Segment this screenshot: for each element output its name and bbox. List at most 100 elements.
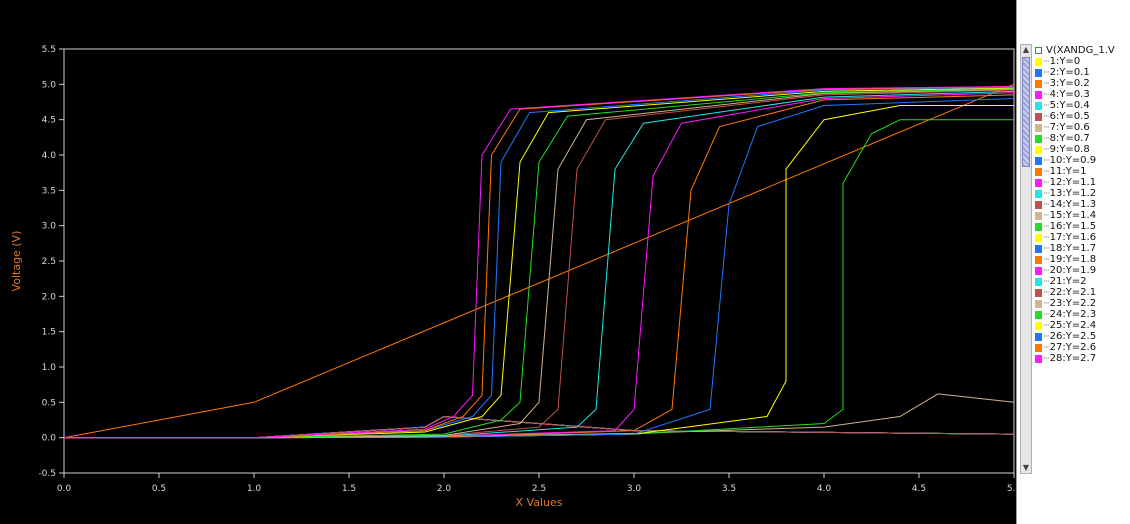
scroll-thumb[interactable] [1022,57,1030,167]
tree-connector: ··· [1043,210,1050,221]
legend-swatch [1035,90,1042,99]
legend-item[interactable]: ··· 6:Y=0.5 [1034,111,1130,122]
legend-item[interactable]: ··· 23:Y=2.2 [1034,298,1130,309]
x-tick-label: 1.5 [342,484,356,494]
legend-swatch [1035,123,1042,132]
x-tick-label: 3.0 [627,484,642,494]
legend-label: 6:Y=0.5 [1049,111,1090,122]
legend-label: 7:Y=0.6 [1049,122,1090,133]
legend-swatch [1035,189,1042,198]
legend-item[interactable]: ··· 27:Y=2.6 [1034,342,1130,353]
legend-item[interactable]: ··· 17:Y=1.6 [1034,232,1130,243]
series-line-20 [64,92,1015,439]
tree-connector: ··· [1043,342,1050,353]
legend-item[interactable]: ··· 19:Y=1.8 [1034,254,1130,265]
tree-connector: ··· [1043,353,1050,364]
legend-item[interactable]: ··· 20:Y=1.9 [1034,265,1130,276]
legend-item[interactable]: ··· 21:Y=2 [1034,276,1130,287]
legend-label: 24:Y=2.3 [1049,309,1097,320]
legend-item[interactable]: ··· 18:Y=1.7 [1034,243,1130,254]
legend-swatch [1035,145,1042,154]
scroll-up-icon[interactable]: ▲ [1022,45,1030,54]
legend-label: 15:Y=1.4 [1049,210,1097,221]
series-line-11 [63,83,1015,439]
series-line-18 [64,98,1015,439]
legend-item[interactable]: ··· 14:Y=1.3 [1034,199,1130,210]
legend-item[interactable]: ··· 13:Y=1.2 [1034,188,1130,199]
legend-item[interactable]: ··· 4:Y=0.3 [1034,89,1130,100]
legend-item[interactable]: ··· 1:Y=0 [1034,56,1130,67]
tree-connector: ··· [1043,309,1050,320]
legend-item[interactable]: ··· 2:Y=0.1 [1034,67,1130,78]
legend-label: 8:Y=0.7 [1049,133,1090,144]
tree-connector: ··· [1043,56,1050,67]
legend-swatch [1035,299,1042,308]
y-tick-label: 5.0 [42,80,57,90]
legend-item[interactable]: ··· 5:Y=0.4 [1034,100,1130,111]
x-tick-label: 4.0 [817,484,832,494]
legend-swatch [1035,200,1042,209]
legend-item[interactable]: ··· 28:Y=2.7 [1034,353,1130,364]
legend-item[interactable]: ··· 12:Y=1.1 [1034,177,1130,188]
legend-item[interactable]: ··· 22:Y=2.1 [1034,287,1130,298]
series-line-22 [64,89,1015,439]
legend-label: 23:Y=2.2 [1049,298,1097,309]
legend-swatch [1035,244,1042,253]
legend-label: 28:Y=2.7 [1049,353,1097,364]
x-tick-label: 2.5 [532,484,546,494]
tree-connector: ··· [1043,298,1050,309]
legend-label: 3:Y=0.2 [1049,78,1090,89]
legend-item[interactable]: ··· 9:Y=0.8 [1034,144,1130,155]
legend-item[interactable]: ··· 11:Y=1 [1034,166,1130,177]
legend-swatch [1035,310,1042,319]
y-tick-label: 3.0 [42,222,57,232]
y-tick-label: 1.0 [42,363,57,373]
y-tick-label: 4.0 [42,151,57,161]
legend-label: 5:Y=0.4 [1049,100,1090,111]
legend-item[interactable]: ··· 10:Y=0.9 [1034,155,1130,166]
x-axis-label: X Values [516,496,563,509]
legend-label: 18:Y=1.7 [1049,243,1097,254]
legend-label: 13:Y=1.2 [1049,188,1097,199]
legend-item[interactable]: ··· 15:Y=1.4 [1034,210,1130,221]
legend-label: 4:Y=0.3 [1049,89,1090,100]
legend-swatch [1035,233,1042,242]
y-tick-label: 0.5 [42,398,56,408]
legend-header[interactable]: V(XANDG_1.V [1034,44,1130,56]
legend-item[interactable]: ··· 7:Y=0.6 [1034,122,1130,133]
series-line-28 [64,86,1015,439]
tree-connector: ··· [1043,232,1050,243]
tree-connector: ··· [1043,287,1050,298]
tree-connector: ··· [1043,155,1050,166]
tree-connector: ··· [1043,177,1050,188]
legend-swatch [1035,343,1042,352]
legend-swatch [1035,255,1042,264]
y-tick-label: 0.0 [42,434,57,444]
tree-connector: ··· [1043,265,1050,276]
legend-label: 22:Y=2.1 [1049,287,1097,298]
y-tick-label: 1.5 [42,328,56,338]
series-line-17 [64,105,1014,439]
legend-label: 10:Y=0.9 [1049,155,1097,166]
legend-label: 21:Y=2 [1049,276,1087,287]
legend-item[interactable]: ··· 8:Y=0.7 [1034,133,1130,144]
legend-header-label: V(XANDG_1.V [1046,44,1115,56]
y-axis-label: Voltage (V) [10,231,23,292]
legend-swatch [1035,288,1042,297]
legend-item[interactable]: ··· 24:Y=2.3 [1034,309,1130,320]
scroll-down-icon[interactable]: ▼ [1022,463,1030,472]
legend-scrollbar[interactable]: ▲ ▼ [1020,44,1032,474]
legend-swatch [1035,266,1042,275]
x-tick-label: 4.5 [912,484,926,494]
legend-item[interactable]: ··· 25:Y=2.4 [1034,320,1130,331]
x-tick-label: 1.0 [247,484,262,494]
legend-item[interactable]: ··· 26:Y=2.5 [1034,331,1130,342]
y-tick-label: 4.5 [42,116,56,126]
waveform-chart[interactable]: 5.55.04.54.03.53.02.52.01.51.00.50.0-0.5… [0,0,1016,524]
tree-connector: ··· [1043,78,1050,89]
collapse-box-icon[interactable] [1035,46,1042,54]
legend-item[interactable]: ··· 16:Y=1.5 [1034,221,1130,232]
legend-swatch [1035,79,1042,88]
plot-area[interactable]: 5.5 5.0 4.5 4.0 3.5 3.0 2.5 2.0 1.5 1.0 0.5 0.0 -0.5… [0,0,1016,524]
legend-item[interactable]: ··· 3:Y=0.2 [1034,78,1130,89]
